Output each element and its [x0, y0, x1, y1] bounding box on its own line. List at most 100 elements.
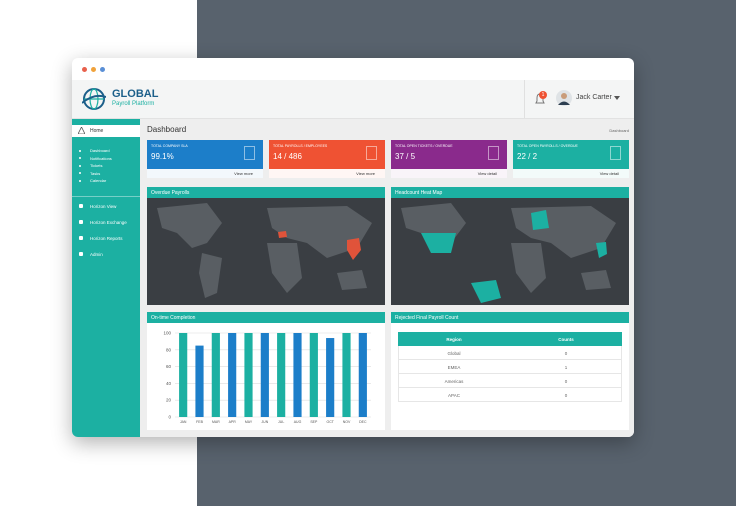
submenu-item[interactable]: Dashboard — [90, 148, 110, 153]
kpi-footer — [269, 169, 385, 178]
kpi-footer — [513, 169, 629, 178]
panel-title: Headcount Heat Map — [395, 190, 443, 196]
divider — [524, 80, 525, 118]
x-tick-label: AUG — [294, 420, 302, 424]
menu-item[interactable]: Horizon View — [90, 204, 117, 209]
table-row — [398, 388, 622, 402]
x-tick-label: OCT — [326, 420, 334, 424]
panel: Rejected Final Payroll Count Region Count… — [391, 312, 629, 430]
table-cell: 0 — [564, 379, 568, 384]
bar — [326, 338, 335, 417]
active-label: Home — [90, 128, 104, 134]
kpi-link[interactable]: View detail — [477, 171, 497, 176]
submenu-dot — [79, 179, 81, 182]
bar — [195, 345, 204, 417]
kpi-link[interactable]: View detail — [599, 171, 619, 176]
x-tick-label: FEB — [196, 420, 203, 424]
panel-title: Overdue Payrolls — [151, 190, 190, 196]
table-cell: 1 — [564, 365, 568, 370]
table-cell: EMEA — [447, 365, 461, 370]
menu-item[interactable]: Admin — [90, 252, 103, 257]
x-tick-label: JAN — [180, 420, 187, 424]
menu-icon — [79, 220, 83, 224]
table-header: Counts — [558, 337, 574, 342]
bar — [309, 333, 318, 417]
submenu-dot — [79, 149, 81, 152]
panel-header — [391, 312, 629, 323]
kpi-link[interactable]: View more — [234, 171, 253, 176]
kpi-card: TOTAL PAYROLLS / EMPLOYEES 14 / 486 View m… — [269, 140, 385, 178]
notification-badge: 1 — [539, 91, 547, 99]
caret — [614, 96, 620, 100]
kpi-card: TOTAL OPEN PAYROLLS / OVERDUE 22 / 2 View … — [513, 140, 629, 178]
table-header: Region — [446, 337, 462, 342]
kpi-link[interactable]: View more — [356, 171, 375, 176]
bar — [277, 333, 286, 417]
browser-window: GLOBAL Payroll Platform 1 Jack Carter Ho… — [72, 58, 634, 437]
kpi-label: TOTAL OPEN PAYROLLS / OVERDUE — [517, 144, 578, 148]
menu-item[interactable]: Horizon Reports — [90, 236, 123, 241]
panel: Headcount Heat Map — [391, 187, 629, 305]
x-tick-label: SEP — [310, 420, 318, 424]
kpi-value: 14 / 486 — [273, 152, 302, 161]
y-tick-label: 40 — [166, 381, 172, 386]
user-name[interactable]: Jack Carter — [576, 94, 612, 101]
table-cell: APAC — [448, 393, 460, 398]
x-tick-label: JUN — [261, 420, 268, 424]
kpi-label: TOTAL COMPANY SLA — [151, 144, 188, 148]
kpi-icon — [610, 146, 621, 160]
x-tick-label: NOV — [343, 420, 351, 424]
sidebar: Home Dashboard Notifications Tickets Tasks C… — [72, 119, 140, 437]
header: GLOBAL Payroll Platform 1 Jack Carter — [72, 80, 634, 119]
x-tick-label: MAR — [212, 420, 220, 424]
chart-title: On-time Completion — [151, 315, 196, 321]
bar — [260, 333, 269, 417]
main: Dashboard Dashboard Overdue Payrolls Hea… — [140, 119, 634, 437]
bar — [244, 333, 253, 417]
table-cell: Global — [447, 351, 461, 356]
map — [147, 198, 385, 305]
table-cell: 0 — [564, 351, 568, 356]
panel-header — [391, 187, 629, 198]
submenu-dot — [79, 157, 81, 160]
submenu-dot — [79, 164, 81, 167]
kpi-footer — [147, 169, 263, 178]
table-header-row — [398, 332, 622, 346]
separator — [72, 196, 140, 197]
submenu-item[interactable]: Tasks — [90, 170, 101, 176]
menu-icon — [79, 236, 83, 240]
kpi-label: TOTAL OPEN TICKETS / OVERDUE — [395, 144, 453, 148]
menu-icon — [79, 252, 83, 256]
logo-globe — [82, 88, 106, 110]
y-tick-label: 20 — [166, 398, 172, 403]
kpi-icon — [488, 146, 499, 160]
x-tick-label: JUL — [278, 420, 284, 424]
kpi-card: TOTAL COMPANY SLA 99.1% View more — [147, 140, 263, 178]
bar — [293, 333, 302, 417]
table-row — [398, 374, 622, 388]
y-tick-label: 0 — [168, 415, 171, 420]
bar — [211, 333, 220, 417]
panel: Overdue Payrolls — [147, 187, 385, 305]
kpi-icon — [366, 146, 377, 160]
avatar[interactable] — [556, 90, 572, 106]
bar — [358, 333, 367, 417]
active-item[interactable] — [72, 125, 140, 137]
dot — [91, 67, 96, 72]
panel-title: Rejected Final Payroll Count — [395, 315, 459, 321]
kpi-label: TOTAL PAYROLLS / EMPLOYEES — [273, 144, 328, 148]
kpi-value: 22 / 2 — [517, 152, 538, 161]
menu-icon — [79, 204, 83, 208]
dot — [100, 67, 105, 72]
submenu-item[interactable]: Notifications — [90, 155, 112, 161]
kpi-footer — [391, 169, 507, 178]
submenu-item[interactable]: Tickets — [90, 163, 103, 169]
submenu-item[interactable]: Calendar — [90, 178, 107, 184]
menu-item[interactable]: Horizon Exchange — [90, 220, 127, 225]
y-tick-label: 80 — [166, 347, 172, 352]
kpi-value: 37 / 5 — [395, 152, 416, 161]
breadcrumb[interactable]: Dashboard — [609, 128, 629, 133]
kpi-value: 99.1% — [151, 152, 174, 161]
brand-sub: Payroll Platform — [112, 101, 155, 107]
